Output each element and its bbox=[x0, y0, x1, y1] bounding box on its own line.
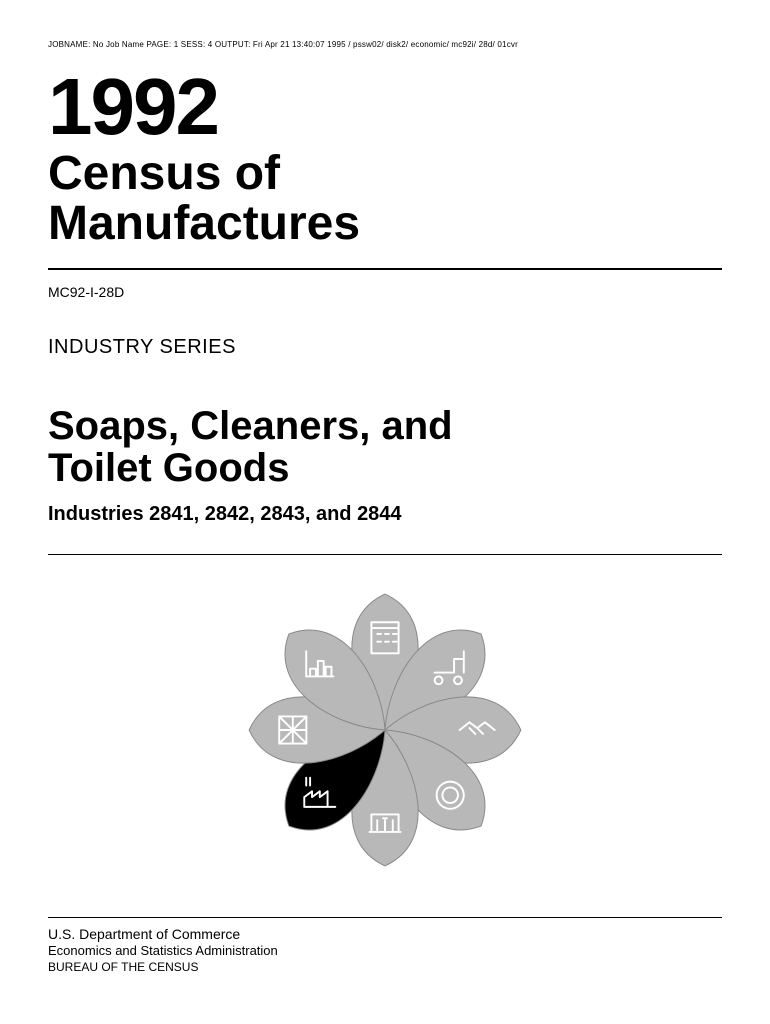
series-label: INDUSTRY SERIES bbox=[48, 336, 722, 359]
document-code: MC92-I-28D bbox=[48, 284, 722, 300]
flower-emblem-icon bbox=[220, 565, 550, 895]
emblem-container bbox=[48, 565, 722, 895]
jobname-header: JOBNAME: No Job Name PAGE: 1 SESS: 4 OUT… bbox=[48, 40, 722, 49]
rule-bottom bbox=[48, 917, 722, 918]
main-title: Census ofManufactures bbox=[48, 149, 722, 250]
year-title: 1992 bbox=[48, 69, 722, 145]
subject-title: Soaps, Cleaners, andToilet Goods bbox=[48, 405, 722, 489]
footer-block: U.S. Department of Commerce Economics an… bbox=[48, 926, 722, 975]
rule-top bbox=[48, 268, 722, 270]
rule-mid bbox=[48, 554, 722, 555]
industries-line: Industries 2841, 2842, 2843, and 2844 bbox=[48, 503, 722, 526]
footer-dept: U.S. Department of Commerce bbox=[48, 926, 722, 944]
footer-bureau: BUREAU OF THE CENSUS bbox=[48, 960, 722, 975]
footer-admin: Economics and Statistics Administration bbox=[48, 943, 722, 959]
